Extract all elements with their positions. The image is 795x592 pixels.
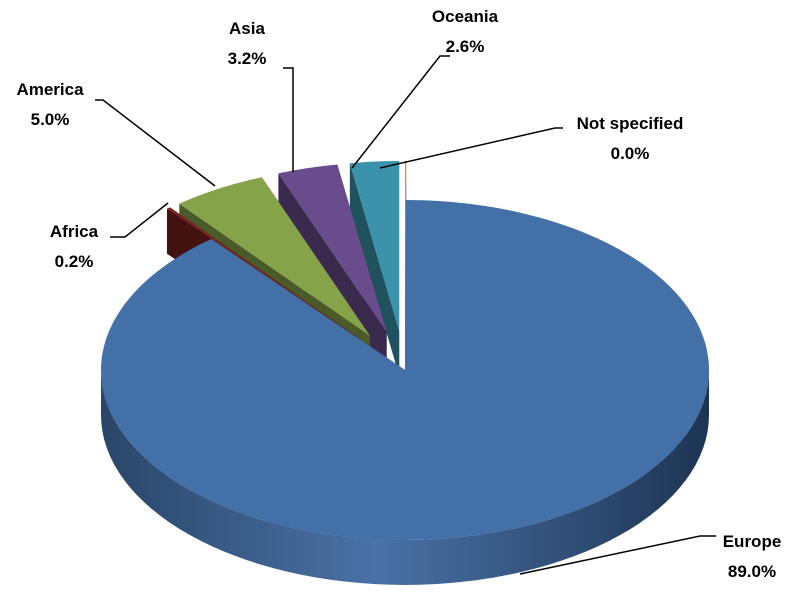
label-not-specified-category: Not specified: [577, 114, 684, 133]
label-not-specified-value: 0.0%: [611, 144, 650, 163]
label-america-category: America: [16, 80, 84, 99]
label-asia-category: Asia: [229, 19, 265, 38]
pie-slice-america: [179, 177, 371, 337]
pie-slice-africa: [166, 207, 361, 340]
leader-line-not-specified: [379, 127, 563, 169]
leader-line-america: [95, 99, 216, 187]
pie-slice-europe: [101, 200, 710, 540]
label-asia-value: 3.2%: [228, 49, 267, 68]
label-europe-value: 89.0%: [728, 562, 776, 581]
label-africa-value: 0.2%: [55, 252, 94, 271]
pie-slice-asia: [278, 164, 387, 333]
pie-side-oceania: [349, 160, 400, 376]
label-america-value: 5.0%: [31, 110, 70, 129]
label-europe-category: Europe: [723, 532, 782, 551]
label-oceania-category: Oceania: [432, 7, 499, 26]
leader-line-africa: [110, 202, 169, 238]
pie-slice-not-specified: [405, 160, 407, 331]
leader-line-europe: [519, 535, 716, 575]
label-oceania-value: 2.6%: [446, 37, 485, 56]
label-africa-category: Africa: [50, 222, 99, 241]
leader-line-asia: [283, 67, 294, 172]
leader-line-oceania: [351, 55, 450, 169]
pie-slice-oceania: [349, 160, 400, 331]
